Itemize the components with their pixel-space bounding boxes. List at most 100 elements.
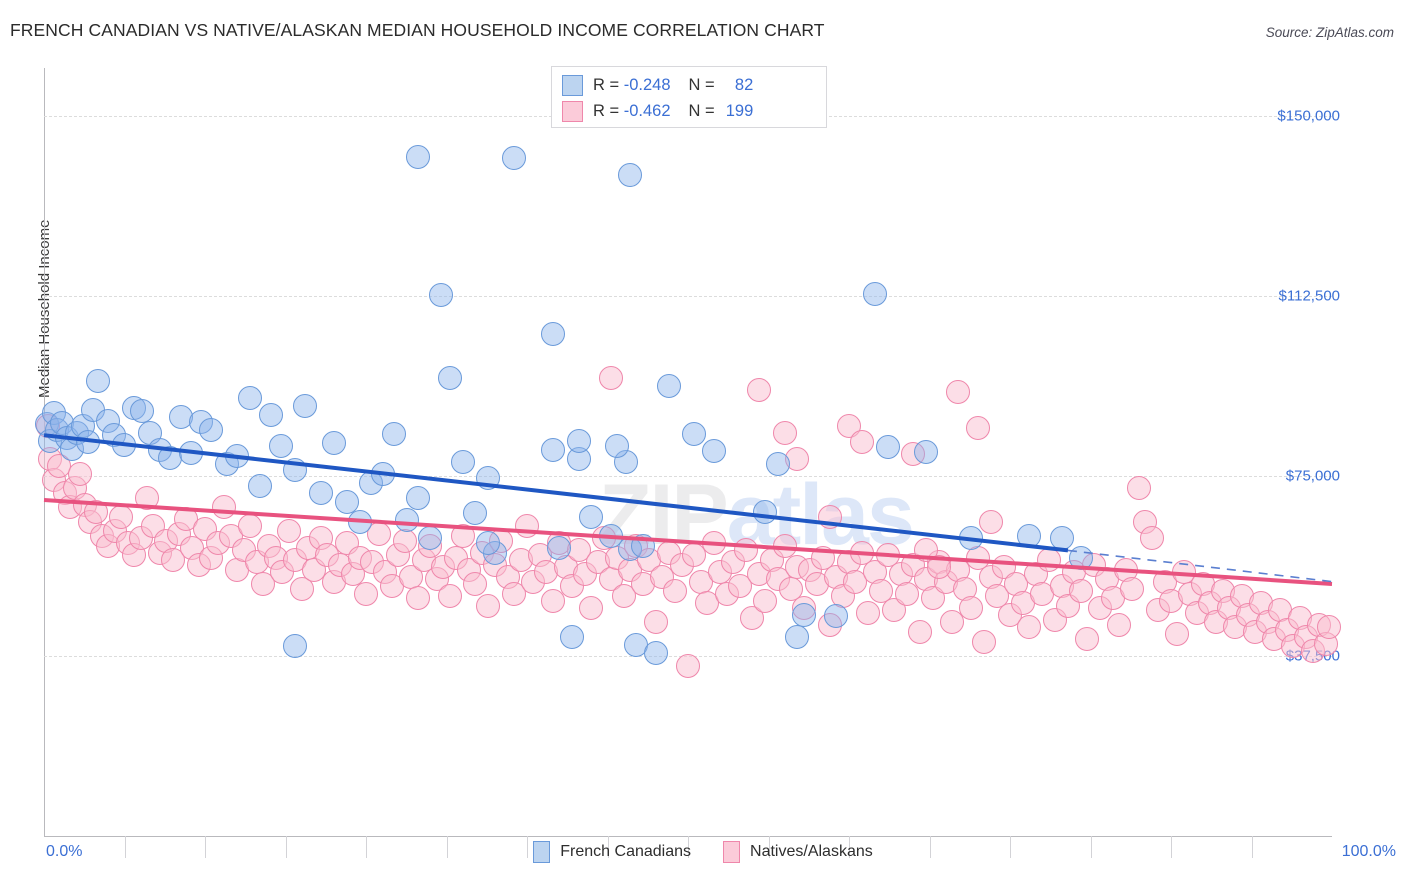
scatter-point [321, 431, 346, 456]
scatter-point [547, 536, 572, 560]
legend-item-french-canadians[interactable]: French Canadians [533, 841, 691, 863]
scatter-point [643, 610, 668, 635]
x-tick [929, 836, 931, 858]
scatter-point [168, 405, 193, 430]
scatter-point [1126, 476, 1151, 500]
scatter-point [875, 435, 900, 460]
scatter-point [618, 162, 643, 187]
trend-line-natives [43, 498, 1333, 586]
scatter-point [959, 596, 984, 620]
stat-row: R = -0.248 N = 82 [562, 72, 816, 98]
scatter-point [630, 572, 655, 596]
scatter-point [515, 514, 539, 539]
scatter-point [785, 624, 810, 649]
scatter-point [450, 449, 475, 474]
scatter-point [199, 418, 224, 443]
scatter-point [540, 322, 565, 347]
stat-swatch [562, 100, 583, 122]
scatter-point [293, 394, 318, 419]
scatter-point [354, 581, 378, 606]
stat-r-value: -0.462 [623, 101, 671, 120]
scatter-point [268, 434, 293, 459]
x-tick [446, 836, 448, 858]
stat-n-label: N = 199 [688, 101, 754, 120]
scatter-point [463, 501, 488, 526]
scatter-point [1049, 526, 1074, 551]
scatter-point [258, 402, 283, 427]
scatter-point [746, 377, 771, 402]
scatter-point [418, 526, 443, 551]
scatter-point [663, 579, 688, 604]
scatter-point [276, 519, 301, 544]
scatter-point [405, 586, 430, 611]
scatter-point [463, 572, 488, 596]
series-legend: French Canadians Natives/Alaskans [0, 841, 1406, 863]
scatter-point [502, 146, 527, 171]
scatter-point [907, 620, 932, 644]
scatter-point [540, 588, 565, 613]
scatter-point [1317, 615, 1342, 640]
scatter-point [579, 504, 604, 529]
x-tick [607, 836, 609, 858]
stat-r-label: R = -0.248 [593, 75, 671, 94]
plot-area: Median Household Income $150,000$112,500… [34, 68, 1342, 858]
scatter-point [733, 538, 758, 563]
scatter-point [914, 440, 939, 464]
scatter-point [405, 485, 430, 510]
legend-item-natives-alaskans[interactable]: Natives/Alaskans [723, 841, 873, 863]
scatter-point [560, 624, 585, 649]
scatter-point [753, 500, 778, 524]
legend-swatch [723, 841, 741, 863]
stat-n-value: 199 [725, 101, 754, 120]
scatter-point [656, 373, 681, 398]
correlation-stats-legend: R = -0.248 N = 82 R = -0.462 N = 199 [551, 66, 827, 128]
scatter-point [86, 369, 111, 394]
scatter-point [946, 380, 971, 404]
scatter-point [137, 420, 162, 445]
scatter-point [753, 588, 778, 613]
x-tick [1171, 836, 1172, 858]
x-tick [205, 836, 206, 858]
scatter-point [308, 480, 333, 505]
x-axis-label-max: 100.0% [1341, 843, 1396, 860]
scatter-point [395, 508, 420, 533]
scatter-point [766, 452, 791, 476]
scatter-point [1068, 579, 1093, 604]
y-tick-label: $150,000 [1277, 107, 1340, 125]
trend-line-french-canadians [43, 433, 1069, 553]
x-axis-label-min: 0.0% [46, 843, 83, 860]
scatter-point [476, 593, 501, 618]
scatter-point [428, 282, 453, 307]
stat-row: R = -0.462 N = 199 [562, 98, 816, 124]
scatter-point [566, 429, 591, 454]
scatter-point [283, 633, 308, 658]
scatter-point [382, 421, 407, 446]
scatter-point [437, 365, 462, 390]
x-tick [366, 836, 367, 858]
y-tick-label: $112,500 [1278, 287, 1340, 305]
x-tick [849, 836, 850, 858]
scatter-point [1107, 612, 1132, 637]
scatter-point [862, 281, 887, 306]
legend-label: French Canadians [560, 843, 692, 860]
scatter-point [1139, 526, 1164, 551]
scatter-point [437, 584, 462, 608]
scatter-point [1165, 622, 1190, 647]
gridline [44, 476, 1332, 477]
scatter-point [1120, 576, 1145, 601]
scatter-point [894, 581, 919, 606]
scatter-point [772, 533, 797, 558]
scatter-point [289, 576, 314, 601]
x-tick [527, 836, 528, 858]
scatter-point [238, 386, 263, 411]
scatter-point [248, 473, 273, 498]
stat-r-label: R = -0.462 [593, 101, 671, 120]
scatter-point [405, 144, 430, 169]
stat-swatch [562, 74, 583, 96]
scatter-point [837, 413, 861, 438]
scatter-point [824, 604, 849, 629]
scatter-point [476, 531, 501, 556]
gridline [44, 296, 1332, 297]
scatter-point [804, 572, 829, 596]
